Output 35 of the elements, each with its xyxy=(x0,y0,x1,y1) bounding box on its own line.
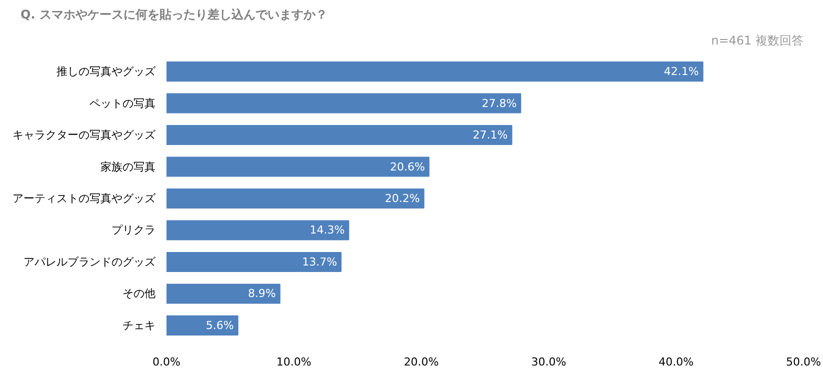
y-tick-label: プリクラ xyxy=(112,224,156,237)
y-tick-label: ペットの写真 xyxy=(90,96,156,110)
x-tick-label: 10.0% xyxy=(276,356,312,368)
chart-subtitle: n=461 複数回答 xyxy=(711,34,804,48)
data-label: 13.7% xyxy=(302,255,338,268)
y-tick-label: その他 xyxy=(122,287,156,300)
bar xyxy=(166,62,704,82)
data-label: 20.6% xyxy=(390,160,425,174)
bar xyxy=(166,125,512,146)
data-label: 27.1% xyxy=(472,128,508,142)
bar xyxy=(166,315,238,336)
data-label: 5.6% xyxy=(206,318,234,332)
bar xyxy=(166,93,522,114)
data-label: 27.8% xyxy=(482,96,517,110)
y-tick-label: 推しの写真やグッズ xyxy=(56,65,156,78)
bar xyxy=(166,252,342,272)
x-tick-label: 30.0% xyxy=(531,356,566,368)
y-tick-label: アーティストの写真やグッズ xyxy=(12,192,156,205)
y-tick-label: チェキ xyxy=(122,318,156,332)
y-tick-label: キャラクターの写真やグッズ xyxy=(12,128,156,142)
x-tick-label: 20.0% xyxy=(404,356,439,368)
bar xyxy=(166,220,350,240)
data-label: 42.1% xyxy=(664,65,699,78)
data-label: 20.2% xyxy=(384,192,420,205)
bar xyxy=(166,188,424,209)
bar xyxy=(166,156,430,177)
y-tick-label: 家族の写真 xyxy=(100,160,156,174)
x-tick-label: 40.0% xyxy=(658,356,694,368)
y-tick-label: アパレルブランドのグッズ xyxy=(24,255,156,268)
chart-title: Q. スマホやケースに何を貼ったり差し込んでいますか？ xyxy=(20,8,328,22)
data-label: 8.9% xyxy=(248,287,276,300)
data-label: 14.3% xyxy=(310,224,345,237)
x-tick-label: 0.0% xyxy=(152,356,180,368)
x-tick-label: 50.0% xyxy=(786,356,821,368)
bar xyxy=(166,284,280,304)
